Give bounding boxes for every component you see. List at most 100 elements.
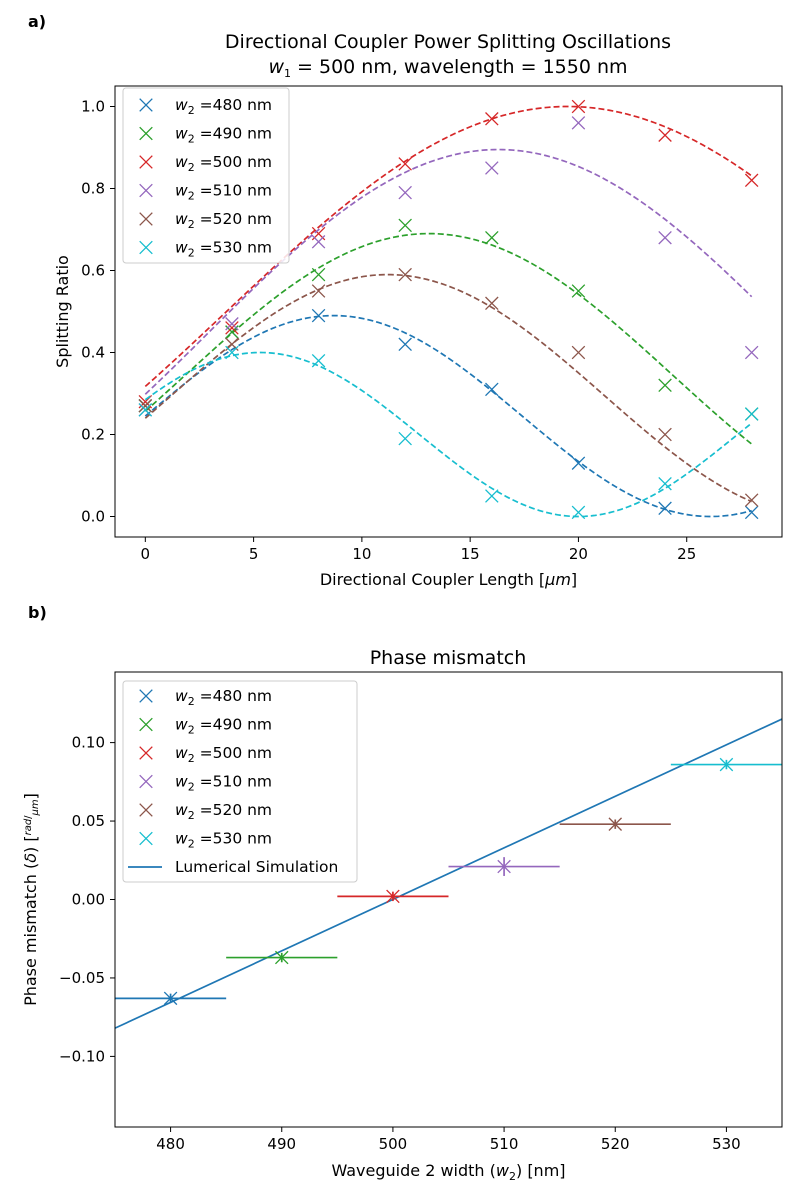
legend-box (122, 680, 358, 883)
data-point (744, 345, 759, 360)
x-tick-label: 10 (352, 545, 371, 563)
chart-a-title: Directional Coupler Power Splitting Osci… (225, 31, 671, 53)
math-subscript: 2 (188, 752, 195, 765)
fit-curve (144, 351, 753, 518)
math-subscript: 2 (188, 104, 195, 117)
math-rest: =480 nm (195, 96, 272, 114)
xlabel-var: μm (544, 570, 571, 589)
math-rest: =510 nm (195, 182, 272, 200)
legend-entry: w2 =500 nm (175, 153, 272, 174)
simulation-line (115, 718, 782, 1029)
legend-marker (139, 717, 153, 732)
chart-a-xlabel: Directional Coupler Length [μm] (320, 570, 577, 589)
math-rest: =500 nm (195, 153, 272, 171)
legend-marker (139, 126, 153, 141)
data-point (571, 99, 586, 114)
data-point (744, 407, 759, 421)
data-point (571, 505, 586, 520)
data-point (163, 991, 178, 1006)
data-point (485, 296, 499, 311)
legend-marker (139, 689, 153, 703)
fit-curve (144, 273, 753, 503)
math-subscript: 2 (188, 218, 195, 231)
chart-b-title: Phase mismatch (370, 647, 527, 669)
legend-marker (139, 98, 153, 112)
data-point (485, 230, 499, 245)
data-point (138, 403, 153, 417)
math-subscript: 2 (188, 781, 195, 794)
y-tick-label: 0.00 (72, 891, 105, 909)
fit-curve (144, 105, 753, 388)
plot-frame (114, 85, 783, 538)
legend-entry-simulation: Lumerical Simulation (175, 858, 338, 876)
legend-entry: w2 =510 nm (175, 773, 272, 794)
legend-entry: w2 =480 nm (175, 687, 272, 708)
legend-marker (139, 240, 153, 255)
math-rest: =480 nm (195, 687, 272, 705)
math-var: w (175, 239, 188, 257)
data-point (744, 493, 759, 507)
data-point (398, 337, 412, 352)
data-point (485, 112, 499, 126)
y-tick-label: 0.05 (72, 812, 105, 830)
x-tick-label: 25 (677, 545, 696, 563)
legend-marker (139, 831, 153, 846)
xlabel-end: ] (571, 570, 577, 589)
y-tick-label: 0.8 (81, 180, 105, 198)
math-subscript: 2 (188, 190, 195, 203)
math-subscript: 2 (188, 724, 195, 737)
legend-entry: w2 =510 nm (175, 182, 272, 203)
x-tick-label: 0 (141, 545, 151, 563)
ylabel-mid: ) [ (21, 835, 40, 853)
math-var: w (175, 830, 188, 848)
fit-curve (144, 148, 753, 395)
math-subscript: 1 (284, 67, 291, 80)
x-tick-label: 480 (156, 1135, 185, 1153)
chart-a-series-group (138, 99, 759, 520)
data-point (658, 230, 672, 245)
data-point (571, 345, 586, 360)
y-tick-label: −0.10 (59, 1047, 105, 1065)
legend-entry: w2 =490 nm (175, 125, 272, 146)
math-subscript: 2 (188, 133, 195, 146)
math-subscript: 2 (188, 809, 195, 822)
legend-marker (139, 803, 153, 817)
legend-entry: w2 =480 nm (175, 96, 272, 117)
data-point (311, 308, 326, 323)
data-point (658, 501, 672, 516)
legend-marker (139, 212, 153, 226)
math-rest: =530 nm (195, 830, 272, 848)
data-point (311, 267, 326, 282)
math-rest: =510 nm (195, 773, 272, 791)
data-point (608, 817, 623, 831)
math-rest: = 500 nm, wavelength = 1550 nm (291, 56, 628, 78)
x-tick-label: 20 (569, 545, 588, 563)
chart-b-ylabel: Phase mismatch (δ) [rad/μm] (21, 793, 41, 1006)
plot-frame (114, 671, 783, 1128)
math-rest: =520 nm (195, 801, 272, 819)
y-tick-label: −0.05 (59, 969, 105, 987)
math-rest: =530 nm (195, 239, 272, 257)
fit-curve (144, 232, 753, 445)
ylabel-text: Phase mismatch ( (21, 863, 40, 1006)
data-point (225, 317, 239, 331)
x-tick-label: 490 (267, 1135, 296, 1153)
data-point (398, 218, 412, 233)
data-point (744, 173, 759, 188)
xlabel-text: Directional Coupler Length [ (320, 570, 545, 589)
ylabel-frac-num: rad (23, 818, 34, 835)
xlabel-end: ) [nm] (516, 1161, 566, 1180)
y-tick-label: 0.4 (81, 344, 105, 362)
xlabel-text: Waveguide 2 width ( (331, 1161, 495, 1180)
math-var: w (175, 773, 188, 791)
math-var: w (175, 210, 188, 228)
x-tick-label: 530 (712, 1135, 741, 1153)
data-point (485, 382, 499, 397)
data-point (485, 161, 499, 175)
y-tick-label: 0.6 (81, 262, 105, 280)
math-subscript: 2 (188, 247, 195, 260)
x-tick-label: 510 (490, 1135, 519, 1153)
data-point (658, 476, 672, 491)
data-point (311, 235, 326, 249)
